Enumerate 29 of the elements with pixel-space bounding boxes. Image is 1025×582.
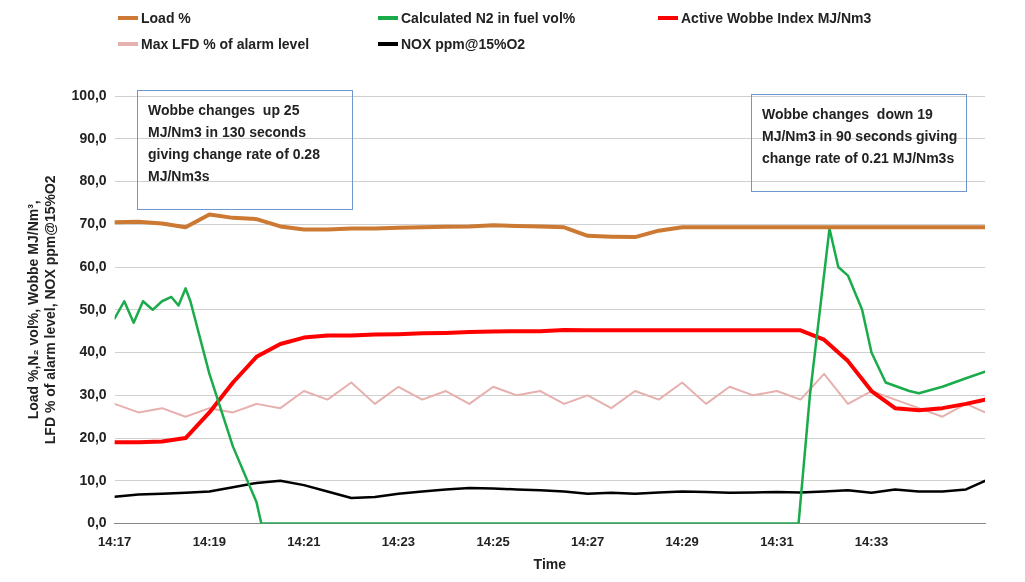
x-tick-label: 14:25 xyxy=(476,533,510,549)
x-axis-title: Time xyxy=(533,556,567,573)
y-tick-label: 80,0 xyxy=(79,172,107,189)
legend-label: Active Wobbe Index MJ/Nm3 xyxy=(681,10,872,26)
text-box: Wobbe changes up 25 MJ/Nm3 in 130 seconds giving change rate of 0.28 MJ/Nm3s xyxy=(137,90,353,210)
x-tick-label: 14:27 xyxy=(571,533,605,549)
y-tick-label: 40,0 xyxy=(79,343,107,360)
legend-label: Max LFD % of alarm level xyxy=(141,36,310,52)
text-box: Wobbe changes down 19 MJ/Nm3 in 90 seconds giving change rate of 0.21 MJ/Nm3s xyxy=(751,94,967,192)
y-tick-label: 50,0 xyxy=(79,300,107,317)
y-tick-label: 30,0 xyxy=(79,386,107,403)
x-tick-label: 14:19 xyxy=(192,533,227,549)
x-tick-label: 14:31 xyxy=(760,533,794,549)
y-tick-label: 90,0 xyxy=(79,129,107,146)
y-tick-label: 100,0 xyxy=(71,86,107,103)
x-tick-label: 14:21 xyxy=(287,533,321,549)
x-tick-label: 14:29 xyxy=(665,533,699,549)
y-axis-title: Load %,N₂ vol%, Wobbe MJ/Nm³, LFD % of alarm level, NOX ppm@15%O2 xyxy=(25,175,59,445)
legend-label: NOX ppm@15%O2 xyxy=(401,36,526,52)
y-tick-label: 60,0 xyxy=(79,257,107,274)
x-tick-label: 14:23 xyxy=(381,533,416,549)
y-tick-label: 70,0 xyxy=(79,215,107,232)
y-tick-label: 0,0 xyxy=(87,514,107,531)
y-tick-label: 20,0 xyxy=(79,428,107,445)
x-tick-label: 14:33 xyxy=(854,533,889,549)
legend-label: Load % xyxy=(141,10,191,26)
legend-label: Calculated N2 in fuel vol% xyxy=(401,10,576,26)
x-tick-label: 14:17 xyxy=(98,533,132,549)
y-tick-label: 10,0 xyxy=(79,471,107,488)
